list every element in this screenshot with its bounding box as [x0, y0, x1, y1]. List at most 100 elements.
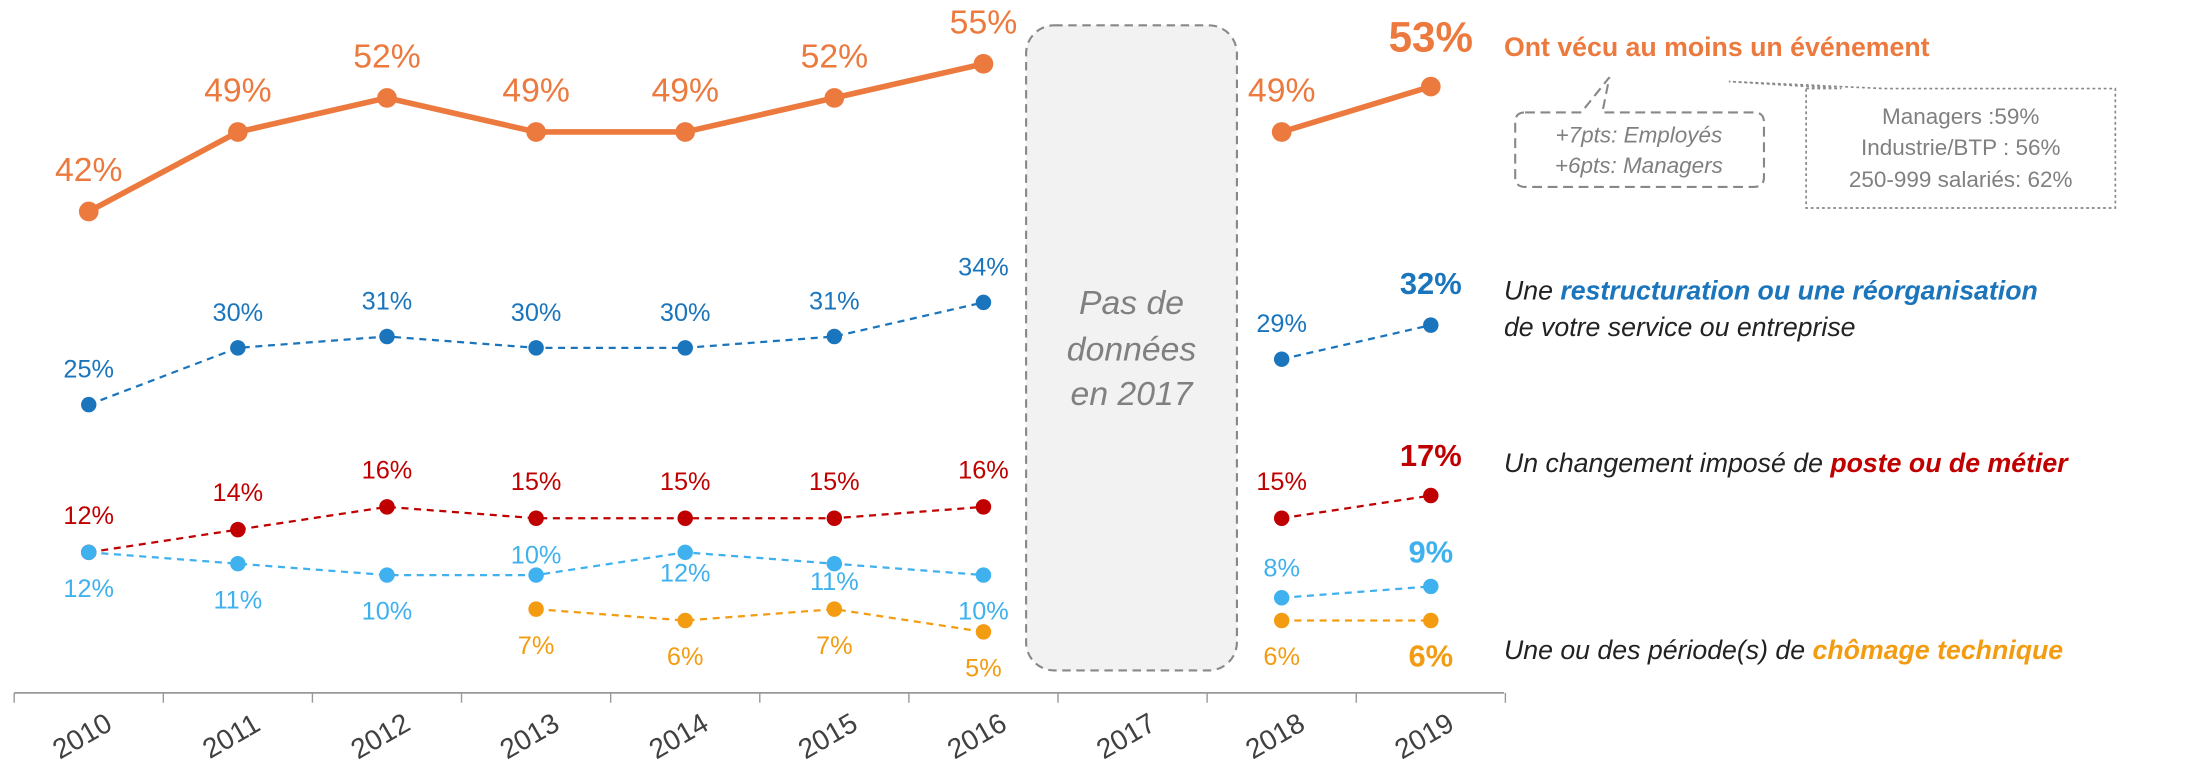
point [230, 555, 246, 572]
x-tick-label: 2017 [1091, 707, 1161, 765]
data-label: 6% [667, 643, 704, 671]
data-label: 30% [511, 299, 562, 327]
data-label: 8% [1263, 554, 1300, 582]
data-label: 52% [801, 37, 869, 75]
data-label: 53% [1389, 13, 1473, 60]
legend-entry: Ont vécu au moins un événement [1504, 32, 1930, 62]
no-data-text: Pas de [1079, 284, 1184, 322]
point [1273, 510, 1290, 526]
x-tick-label: 2019 [1389, 707, 1459, 765]
legend-text: Une [1504, 275, 1560, 305]
data-label: 32% [1400, 266, 1462, 301]
legend-text: de votre service ou entreprise [1504, 312, 1856, 342]
data-label: 6% [1263, 643, 1300, 671]
x-tick-label: 2010 [47, 707, 117, 765]
data-label: 42% [55, 151, 123, 189]
legend-text: Une ou des période(s) de [1504, 635, 1813, 665]
legend-text: poste ou de métier [1829, 448, 2069, 478]
point [377, 88, 397, 108]
data-label: 34% [958, 253, 1009, 281]
point [826, 510, 843, 526]
point [975, 294, 992, 311]
x-tick-label: 2016 [942, 707, 1012, 765]
point [1423, 487, 1439, 504]
legend-text: Un changement imposé de [1504, 448, 1830, 478]
data-label: 49% [204, 72, 272, 110]
point [1420, 76, 1441, 97]
callout-text: Managers :59% [1882, 104, 2039, 129]
point [528, 340, 544, 356]
data-label: 12% [63, 502, 114, 530]
point [528, 567, 544, 583]
data-label: 55% [950, 3, 1018, 41]
data-label: 10% [362, 598, 413, 626]
data-label: 12% [63, 575, 114, 603]
data-label: 6% [1408, 639, 1453, 674]
point [1273, 351, 1290, 367]
point [228, 122, 248, 142]
point [975, 499, 992, 515]
no-data-box [1025, 24, 1238, 672]
data-label: 15% [511, 468, 562, 496]
data-label: 7% [518, 632, 555, 660]
data-label: 11% [810, 568, 859, 596]
legend-entry: Une restructuration ou une réorganisatio… [1504, 275, 2038, 305]
x-tick-label: 2015 [793, 707, 863, 765]
data-label: 7% [816, 632, 853, 660]
data-label: 16% [362, 456, 413, 484]
data-label: 17% [1400, 438, 1462, 473]
data-label: 30% [660, 299, 711, 327]
point [677, 510, 693, 526]
x-tick-label: 2014 [644, 707, 714, 765]
point [528, 510, 544, 526]
legend-text: Ont vécu au moins un événement [1504, 32, 1930, 62]
point [824, 88, 845, 108]
data-label: 25% [63, 356, 114, 384]
callout-box [1514, 76, 1766, 188]
point [826, 328, 843, 345]
callout-text: Industrie/BTP : 56% [1861, 135, 2060, 160]
data-label: 49% [1248, 72, 1316, 110]
point [975, 567, 992, 583]
legend-text: restructuration ou une réorganisation [1560, 275, 2037, 305]
callout-text: 250-999 salariés: 62% [1849, 167, 2073, 192]
x-tick-label: 2012 [346, 707, 416, 765]
point [379, 567, 395, 583]
data-label: 9% [1408, 534, 1453, 569]
callout-text: +7pts: Employés [1556, 122, 1723, 147]
data-label: 10% [958, 598, 1009, 626]
x-tick-label: 2013 [495, 707, 565, 765]
data-label: 5% [965, 655, 1002, 683]
data-label: 15% [1256, 468, 1307, 496]
point [379, 328, 395, 345]
point [677, 612, 693, 629]
point [826, 555, 843, 572]
point [1271, 122, 1292, 142]
x-tick-label: 2018 [1240, 707, 1310, 765]
legend-text: chômage technique [1813, 635, 2064, 665]
callout-text: +6pts: Managers [1555, 153, 1723, 178]
data-label: 14% [213, 479, 264, 507]
point [973, 53, 994, 74]
point [975, 624, 992, 640]
data-label: 12% [660, 560, 711, 588]
point [1423, 317, 1439, 333]
data-label: 29% [1256, 310, 1307, 338]
data-label: 15% [660, 468, 711, 496]
data-label: 10% [511, 541, 562, 569]
point [230, 521, 246, 538]
data-label: 30% [213, 299, 264, 327]
point [1423, 578, 1439, 595]
point [379, 499, 395, 515]
point [1273, 612, 1290, 629]
legend-entry: de votre service ou entreprise [1504, 312, 1856, 342]
callout-box [1728, 80, 2117, 209]
point [81, 544, 97, 561]
x-tick-label: 2011 [197, 708, 265, 765]
data-label: 31% [809, 287, 860, 315]
legend-entry: Un changement imposé de poste ou de méti… [1504, 448, 2069, 478]
no-data-text: données [1067, 330, 1197, 368]
point [826, 601, 843, 617]
point [81, 396, 97, 413]
